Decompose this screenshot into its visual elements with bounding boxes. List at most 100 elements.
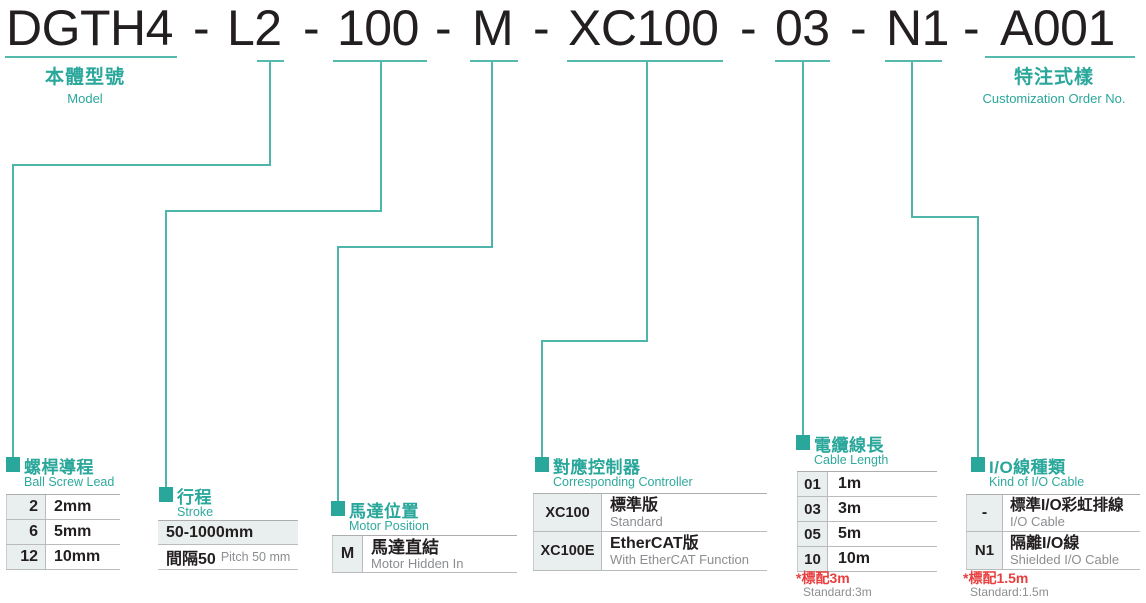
heading-en: Motor Position xyxy=(349,519,429,533)
underline-custom xyxy=(985,56,1135,58)
cable-standard-note-en: Standard:3m xyxy=(803,585,872,599)
separator-hyphen: - xyxy=(963,0,980,56)
heading-zh: 對應控制器 xyxy=(553,458,641,477)
value-zh: EtherCAT版 xyxy=(610,535,699,552)
value-zh: 標準I/O彩虹排線 xyxy=(1010,497,1124,514)
connector-stroke-drop xyxy=(380,62,382,211)
tick-lead xyxy=(257,60,284,62)
value-cell: 1m xyxy=(838,475,862,492)
connector-lead-jog xyxy=(12,164,271,166)
code-cell: 12 xyxy=(6,545,46,569)
value-zh: 標準版 xyxy=(610,496,659,514)
model-segment-cable: 03 xyxy=(775,0,830,56)
model-label: 本體型號 Model xyxy=(30,67,140,106)
model-label-zh: 本體型號 xyxy=(44,67,125,88)
code-cell: M xyxy=(332,536,363,572)
table-row: 12 10mm xyxy=(6,545,120,570)
connector-controller-drop xyxy=(646,62,648,341)
controller-table: XC100 標準版 Standard XC100E EtherCAT版 With… xyxy=(533,493,767,571)
model-segment-io: N1 xyxy=(886,0,949,56)
table-row: - 標準I/O彩虹排線 I/O Cable xyxy=(966,495,1140,532)
table-row: 03 3m xyxy=(797,497,937,522)
model-label-en: Model xyxy=(67,91,103,106)
heading-zh: 馬達位置 xyxy=(349,502,419,521)
value-cell: 10m xyxy=(838,550,871,567)
code-cell: XC100 xyxy=(533,494,602,531)
connector-io-jog xyxy=(911,216,979,218)
code-cell: 10 xyxy=(797,547,828,571)
stroke-table: 50-1000mm 間隔50 Pitch 50 mm xyxy=(158,520,298,570)
io-standard-note-en: Standard:1.5m xyxy=(970,585,1049,599)
model-segment-controller: XC100 xyxy=(568,0,719,56)
connector-cable-drop xyxy=(802,62,804,435)
code-cell: 01 xyxy=(797,472,828,496)
tick-motor xyxy=(470,60,518,62)
motor-position-table: M 馬達直結 Motor Hidden In xyxy=(332,535,517,573)
table-row: XC100 標準版 Standard xyxy=(533,494,767,532)
connector-lead-drop xyxy=(269,62,271,165)
model-segment-body: DGTH4 xyxy=(6,0,173,56)
value-cell: 3m xyxy=(838,500,862,517)
table-row: 05 5m xyxy=(797,522,937,547)
customization-label-en: Customization Order No. xyxy=(982,91,1126,106)
heading-zh: I/O線種類 xyxy=(989,458,1066,477)
heading-en: Cable Length xyxy=(814,453,889,467)
connector-controller-down xyxy=(541,340,543,457)
table-row: 50-1000mm xyxy=(158,521,298,545)
connector-lead-down xyxy=(12,164,14,457)
connector-stroke-down xyxy=(165,210,167,487)
connector-io-down xyxy=(977,216,979,457)
io-standard-note-zh: *標配1.5m xyxy=(963,570,1029,586)
value-cell: 2mm xyxy=(54,498,92,515)
stroke-range: 50-1000mm xyxy=(166,523,254,541)
tick-controller xyxy=(567,60,723,62)
connector-stroke-jog xyxy=(165,210,382,212)
code-cell: - xyxy=(966,495,1003,531)
tick-stroke xyxy=(333,60,427,62)
heading-zh: 螺桿導程 xyxy=(24,458,94,477)
table-row: 10 10m xyxy=(797,547,937,572)
teal-square-icon xyxy=(796,435,810,450)
separator-hyphen: - xyxy=(303,0,320,56)
cable-length-table: 01 1m 03 3m 05 5m 10 10m xyxy=(797,471,937,572)
teal-square-icon xyxy=(535,457,549,472)
heading-en: Ball Screw Lead xyxy=(24,475,115,489)
table-row: 6 5mm xyxy=(6,520,120,545)
separator-hyphen: - xyxy=(740,0,757,56)
connector-motor-jog xyxy=(337,246,493,248)
tick-cable xyxy=(775,60,830,62)
teal-square-icon xyxy=(6,457,20,472)
value-en: Standard xyxy=(610,513,663,529)
heading-en: Stroke xyxy=(177,505,214,519)
code-cell: 03 xyxy=(797,497,828,521)
connector-motor-drop xyxy=(491,62,493,247)
customization-label: 特注式樣 Customization Order No. xyxy=(975,67,1133,106)
value-zh: 馬達直結 xyxy=(371,537,439,557)
table-row: 2 2mm xyxy=(6,495,120,520)
table-row: N1 隔離I/O線 Shielded I/O Cable xyxy=(966,532,1140,570)
io-cable-table: - 標準I/O彩虹排線 I/O Cable N1 隔離I/O線 Shielded… xyxy=(966,494,1140,570)
customization-label-zh: 特注式樣 xyxy=(1013,67,1094,88)
heading-zh: 電纜線長 xyxy=(814,436,884,455)
tick-io xyxy=(885,60,942,62)
code-cell: 05 xyxy=(797,522,828,546)
separator-hyphen: - xyxy=(533,0,550,56)
heading-zh: 行程 xyxy=(177,488,212,507)
heading-en: Corresponding Controller xyxy=(553,475,693,489)
separator-hyphen: - xyxy=(435,0,452,56)
value-zh: 隔離I/O線 xyxy=(1010,534,1080,552)
value-en: Motor Hidden In xyxy=(371,555,464,571)
teal-square-icon xyxy=(971,457,985,472)
value-cell: 10mm xyxy=(54,548,101,565)
connector-io-drop xyxy=(911,62,913,218)
model-segment-lead: L2 xyxy=(227,0,282,56)
value-cell: 5m xyxy=(838,525,862,542)
separator-hyphen: - xyxy=(193,0,210,56)
teal-square-icon xyxy=(331,501,345,516)
code-cell: 2 xyxy=(6,495,46,519)
value-en: I/O Cable xyxy=(1010,514,1065,529)
connector-controller-jog xyxy=(541,340,648,342)
table-row: XC100E EtherCAT版 With EtherCAT Function xyxy=(533,532,767,571)
underline-model xyxy=(5,56,177,58)
